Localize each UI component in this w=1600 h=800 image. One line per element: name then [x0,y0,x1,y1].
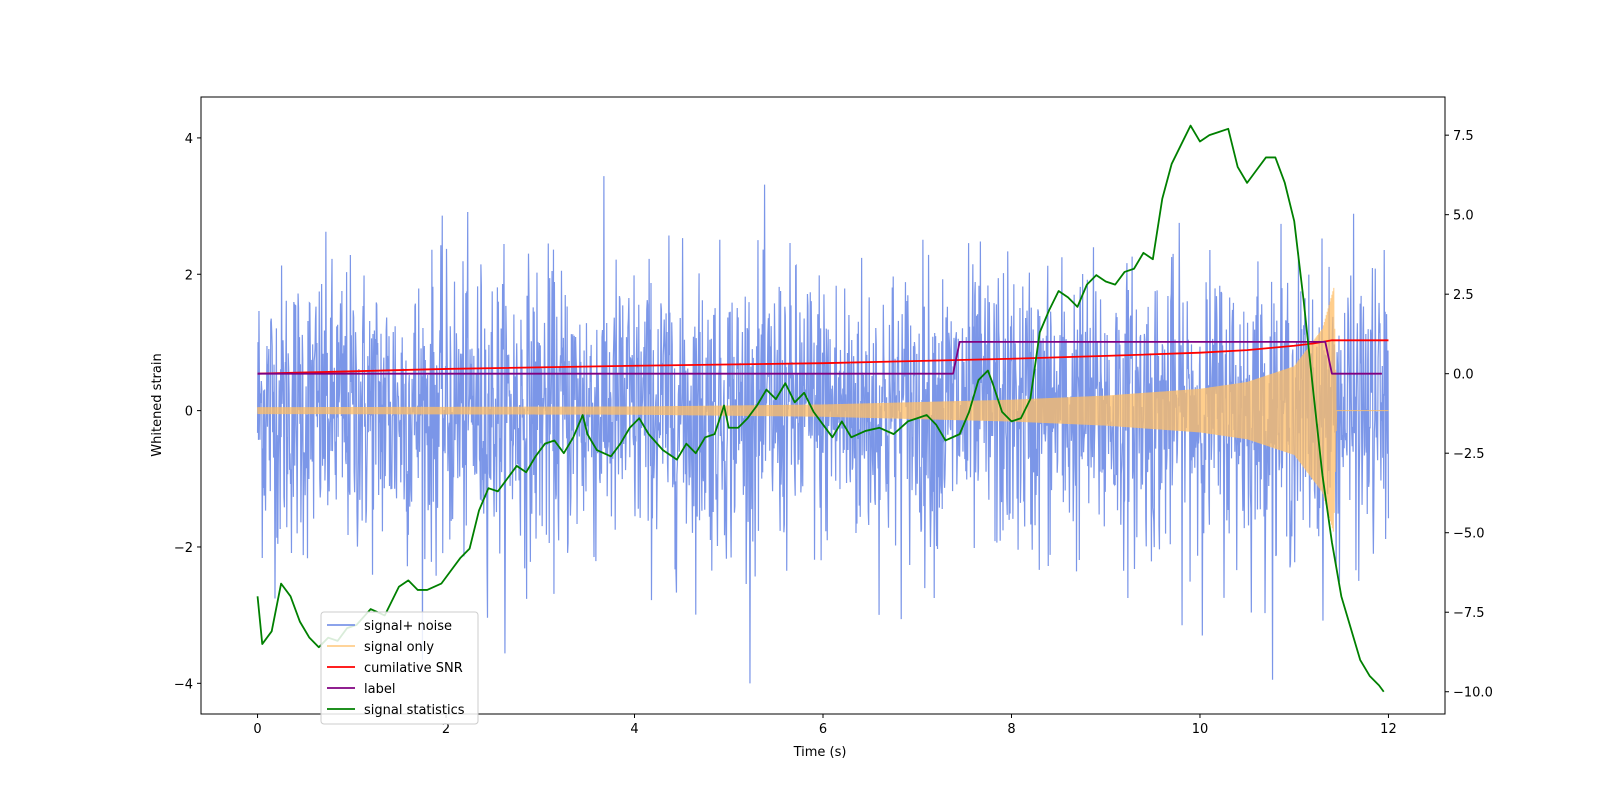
legend-label: signal+ noise [364,619,452,634]
legend-label: cumilative SNR [364,661,463,676]
y-tick-label: 0 [185,405,193,420]
series-signal-statistics [256,124,1385,693]
legend-box [320,611,479,725]
legend-label: signal only [364,640,434,655]
x-tick-label: 10 [1192,722,1209,737]
x-tick-label: 6 [819,722,827,737]
x-tick-label: 4 [630,722,638,737]
x-tick-label: 2 [442,722,450,737]
y-axis-label: Whitened strain [150,353,165,456]
y2-tick-label: −10.0 [1453,686,1493,701]
legend-label: label [364,682,395,697]
x-tick-label: 12 [1380,722,1397,737]
x-tick-label: 0 [253,722,261,737]
x-axis-label: Time (s) [793,745,847,760]
legend-label: signal statistics [364,703,465,718]
legend: signal+ noise signal only cumilative SNR la… [320,611,479,725]
y2-tick-label: 7.5 [1453,129,1474,144]
series-signal-only [257,287,1389,532]
y2-tick-label: 0.0 [1453,368,1474,383]
series-signal-noise [256,176,1390,684]
series-cumilative-snr [257,339,1389,375]
y-axis-left: −4 −2 0 2 4 [174,132,201,692]
y2-tick-label: −5.0 [1453,527,1485,542]
y2-tick-label: −7.5 [1453,606,1485,621]
y2-tick-label: −2.5 [1453,447,1485,462]
y-tick-label: 2 [185,268,193,283]
series-layer [256,124,1390,693]
series-label [257,340,1382,375]
x-tick-label: 8 [1007,722,1015,737]
y-tick-label: −4 [174,677,193,692]
y2-tick-label: 2.5 [1453,288,1474,303]
y-tick-label: 4 [185,132,193,147]
y-axis-right: −10.0 −7.5 −5.0 −2.5 0.0 2.5 5.0 7.5 [1445,129,1493,701]
y2-tick-label: 5.0 [1453,209,1474,224]
y-tick-label: −2 [174,541,193,556]
